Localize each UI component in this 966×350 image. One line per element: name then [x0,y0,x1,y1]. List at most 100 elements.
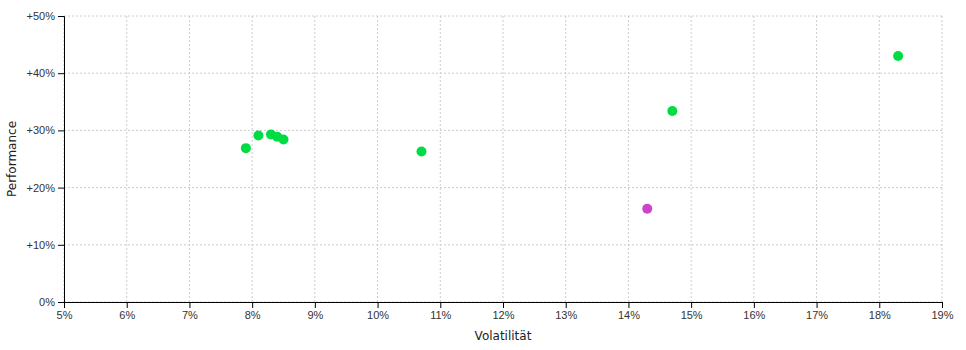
point [253,131,263,141]
tick-label: 9% [307,309,323,321]
tick-mark [58,188,64,189]
tick: 0% [39,296,64,308]
point [416,147,426,157]
tick-mark [58,245,64,246]
tick: +10% [27,239,64,251]
grid-line [440,16,441,302]
point [667,106,677,116]
tick-mark [628,302,629,308]
tick: 11% [430,302,451,321]
tick-mark [58,130,64,131]
tick-mark [189,302,190,308]
tick-label: +40% [27,67,56,79]
tick: 5% [57,302,73,321]
tick-mark [252,302,253,308]
grid-line [314,16,315,302]
tick-label: 13% [555,309,577,321]
tick-label: 5% [57,309,73,321]
tick-mark [566,302,567,308]
tick: 14% [618,302,640,321]
tick-mark [127,302,128,308]
tick-mark [691,302,692,308]
grid-line [816,16,817,302]
tick-label: 16% [743,309,765,321]
tick-mark [58,73,64,74]
tick-mark [754,302,755,308]
grid-line [64,73,942,74]
point [642,204,652,214]
tick: 15% [681,302,703,321]
axis-line [65,303,943,309]
tick: 12% [492,302,514,321]
grid-line [64,16,942,17]
tick: 7% [182,302,198,321]
tick: 16% [743,302,765,321]
plot: 5% 6% 7% 8% 9% 10% 11% 12% 13% 14% 15% 16% 17% 18% 19%… [27,10,954,321]
tick-label: 6% [119,309,135,321]
tick: +20% [27,182,64,194]
point [241,143,251,153]
tick-mark [58,302,64,303]
tick-label: 11% [430,309,451,321]
point [893,51,903,61]
grid-line [753,16,754,302]
y-axis-title: Performance [5,121,19,197]
tick: 19% [931,302,953,321]
grid-line [64,244,942,245]
series [642,204,652,214]
tick-label: 0% [39,296,55,308]
tick: 6% [119,302,135,321]
point [279,135,289,145]
tick: 18% [869,302,891,321]
chart: 5% 6% 7% 8% 9% 10% 11% 12% 13% 14% 15% 16% 17% 18% 19%… [0,0,966,350]
tick-label: 14% [618,309,640,321]
grid-line [189,16,190,302]
tick-label: 7% [182,309,198,321]
tick: 8% [245,302,261,321]
tick-label: 19% [931,309,953,321]
grid-line [628,16,629,302]
x-axis: 5% 6% 7% 8% 9% 10% 11% 12% 13% 14% 15% 16% 17% 18% 19% [57,302,954,321]
tick-label: +50% [27,10,56,22]
tick-label: 12% [492,309,514,321]
axis-line [58,17,65,303]
grid-line [64,187,942,188]
grid-line [252,16,253,302]
tick-mark [503,302,504,308]
tick-mark [879,302,880,308]
points [241,51,903,214]
tick: +40% [27,67,64,79]
tick: 10% [367,302,389,321]
grid [64,16,942,302]
grid-line [942,16,943,302]
tick: 17% [806,302,828,321]
grid-line [691,16,692,302]
grid-line [377,16,378,302]
tick-mark [942,302,943,308]
grid-line [879,16,880,302]
tick-label: +10% [27,239,56,251]
tick-label: +30% [27,124,56,136]
series [241,51,903,157]
tick: 13% [555,302,577,321]
tick-mark [58,16,64,17]
tick-mark [378,302,379,308]
tick-mark [440,302,441,308]
tick: +30% [27,124,64,136]
grid-line [503,16,504,302]
tick-label: 8% [245,309,261,321]
grid-line [64,130,942,131]
y-axis: 0% +10% +20% +30% +40% +50% [27,10,65,308]
tick-label: +20% [27,182,56,194]
tick-label: 10% [367,309,389,321]
grid-line [126,16,127,302]
tick-label: 15% [681,309,703,321]
grid-line [565,16,566,302]
tick: +50% [27,10,64,22]
tick-mark [315,302,316,308]
x-axis-title: Volatilität [475,329,532,343]
tick-label: 17% [806,309,828,321]
tick: 9% [307,302,323,321]
tick-label: 18% [869,309,891,321]
tick-mark [817,302,818,308]
